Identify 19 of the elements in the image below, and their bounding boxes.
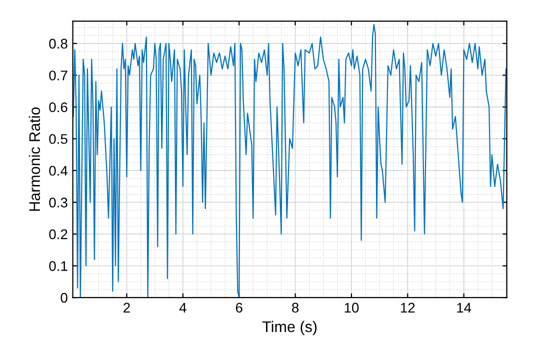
x-tick-label: 6 <box>236 302 242 313</box>
y-tick-label: 0.6 <box>49 102 68 112</box>
x-tick-label: 12 <box>400 302 415 312</box>
y-tick-label: 0 <box>60 292 68 303</box>
y-tick-label: 0.2 <box>49 229 68 240</box>
y-tick-label: 0.3 <box>49 198 68 208</box>
y-tick-label: 0.7 <box>49 70 68 80</box>
x-tick-label: 10 <box>344 302 359 313</box>
x-tick-label: 2 <box>124 302 130 312</box>
y-tick-label: 0.4 <box>49 166 68 176</box>
x-tick-label: 14 <box>457 302 472 312</box>
y-tick-label: 0.8 <box>49 38 68 49</box>
y-tick-label: 0.1 <box>49 261 68 271</box>
x-axis-title: Time (s) <box>262 320 317 336</box>
y-tick-label: 0.5 <box>49 134 68 144</box>
x-tick-label: 8 <box>292 302 299 313</box>
y-axis-title: Harmonic Ratio <box>28 107 40 211</box>
x-tick-label: 4 <box>179 302 186 312</box>
line-series <box>72 24 507 298</box>
